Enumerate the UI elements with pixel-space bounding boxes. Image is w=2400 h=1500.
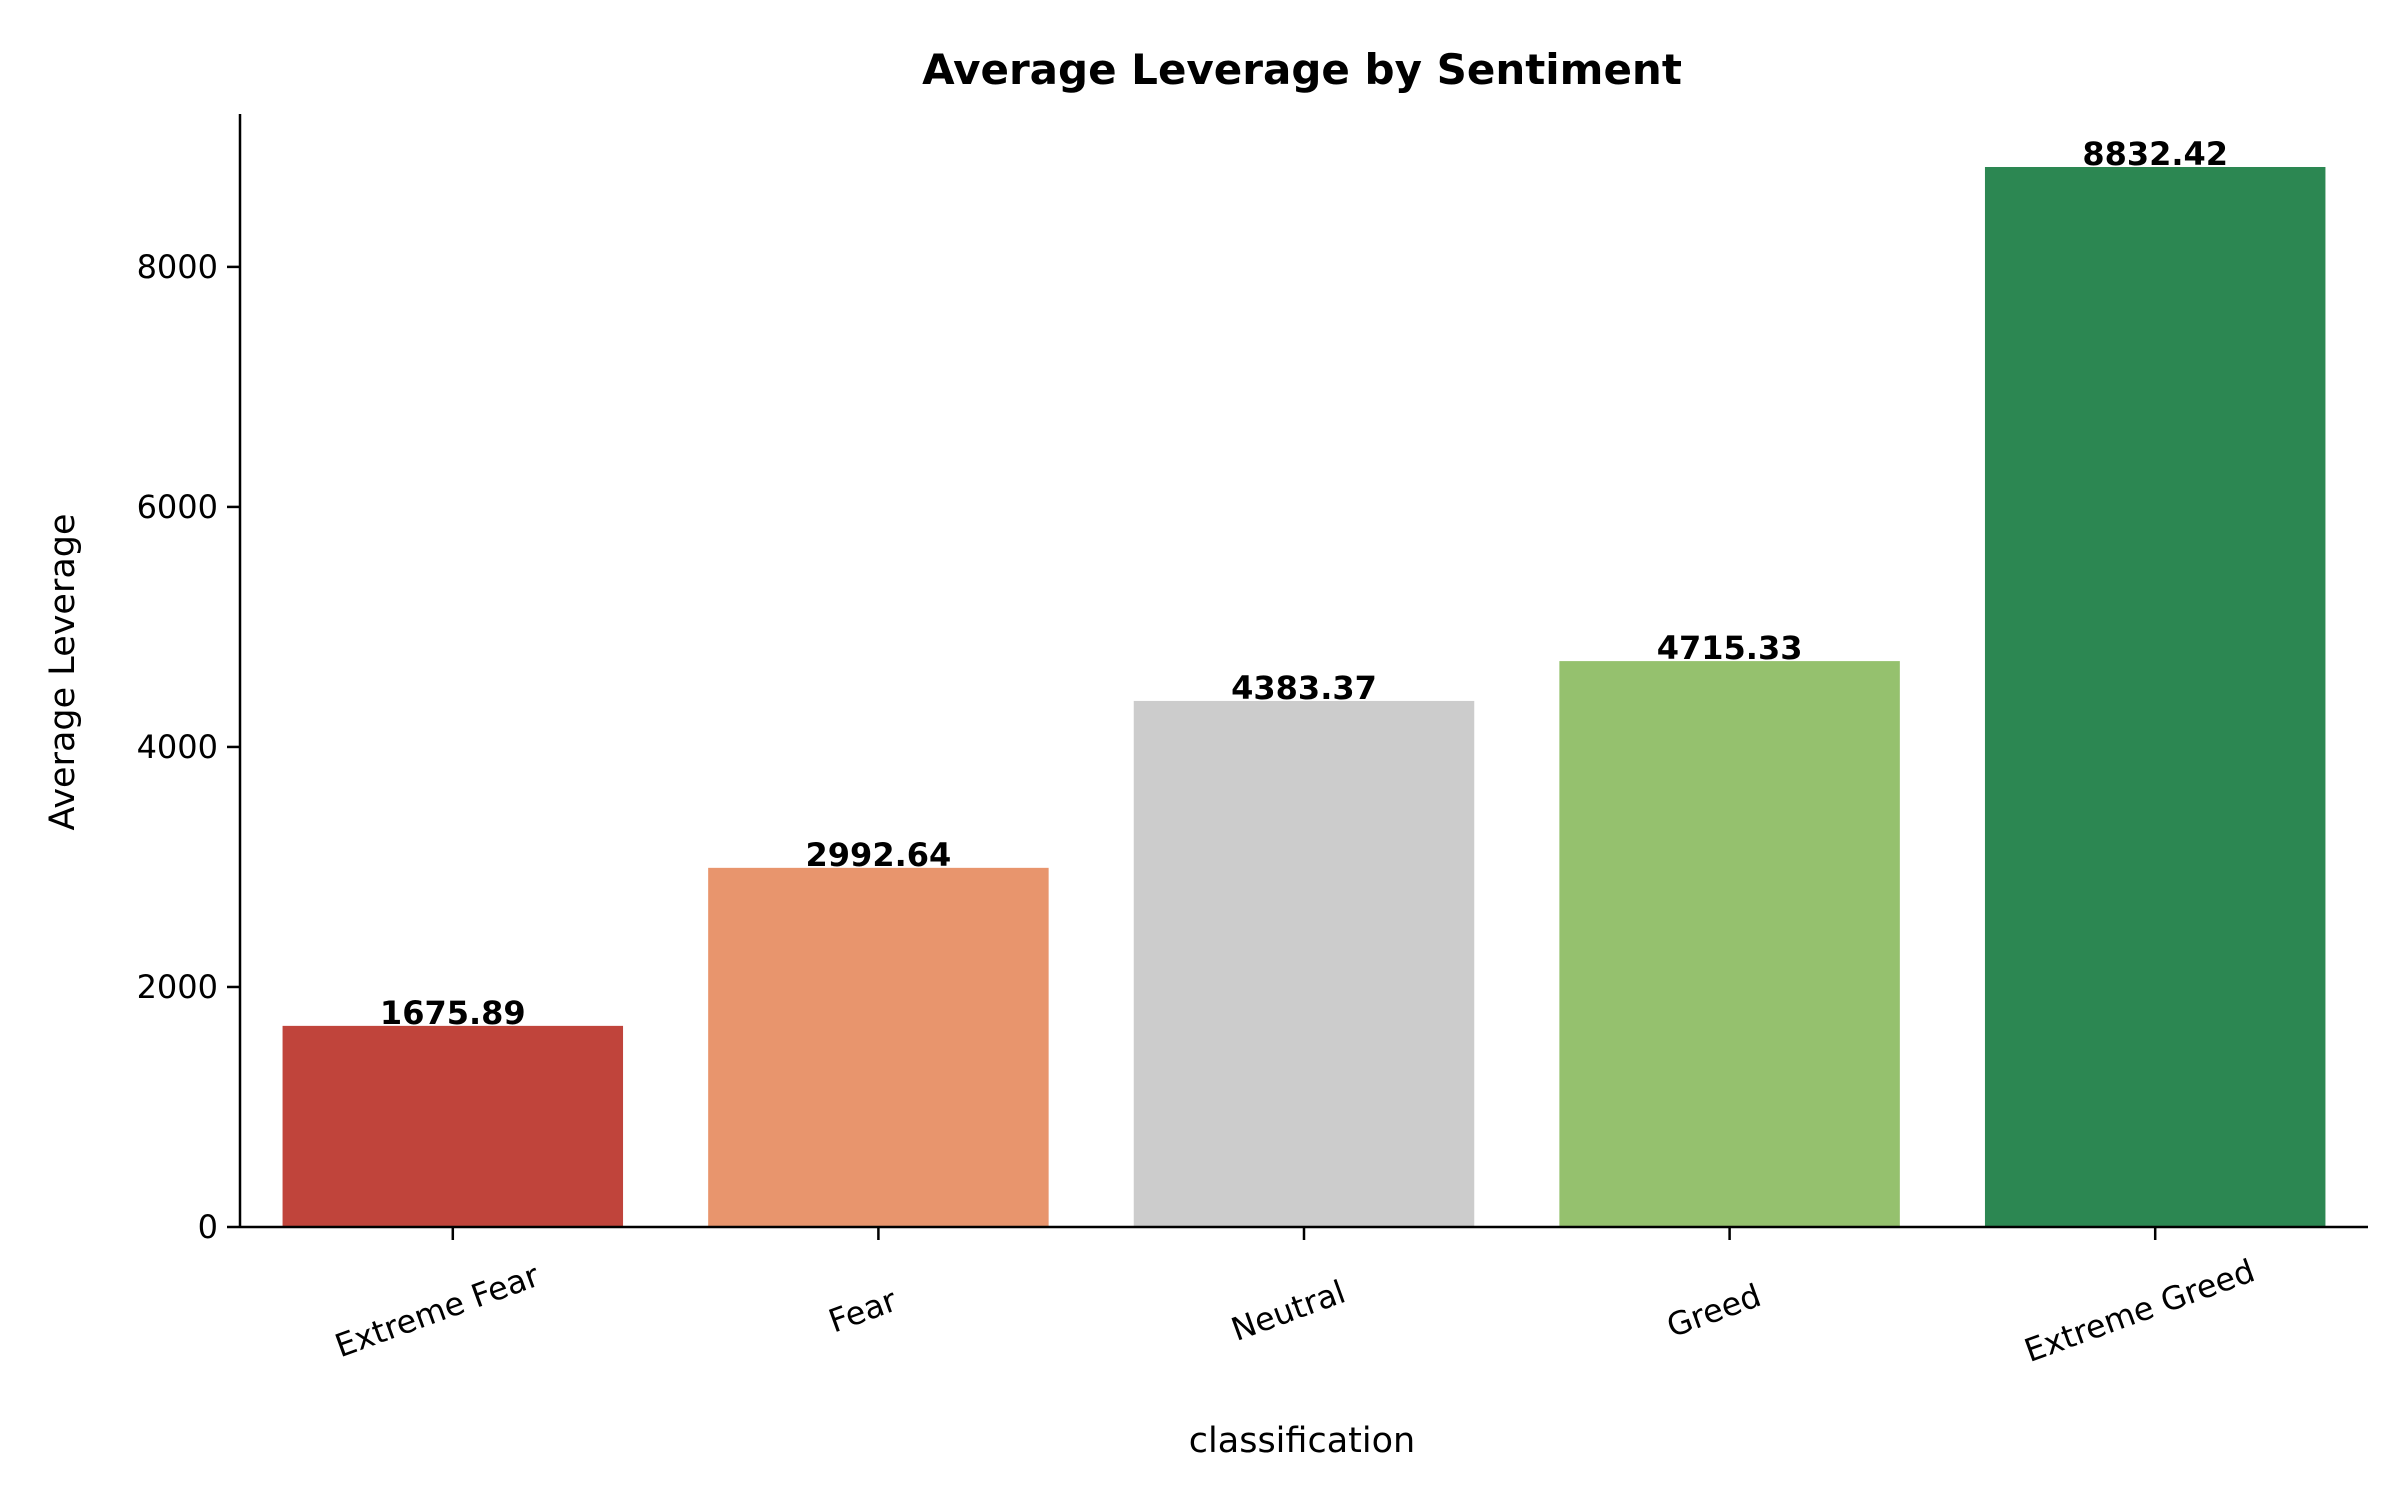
bar-fear <box>708 867 1049 1227</box>
bar-greed <box>1559 661 1900 1227</box>
x-tick-label: Greed <box>1662 1276 1766 1345</box>
x-tick-label: Neutral <box>1226 1273 1350 1349</box>
y-tick-label: 0 <box>198 1208 218 1246</box>
y-tick-label: 2000 <box>137 968 218 1006</box>
data-labels-group: 1675.89 2992.64 4383.37 4715.33 8832.42 <box>380 135 2228 1032</box>
data-label: 2992.64 <box>806 836 952 874</box>
data-label: 4383.37 <box>1231 669 1377 707</box>
y-tick-label: 8000 <box>137 248 218 286</box>
y-tick-label: 4000 <box>137 728 218 766</box>
y-axis-label: Average Leverage <box>43 513 83 830</box>
x-tick-label: Extreme Greed <box>2019 1251 2259 1369</box>
x-tick-label: Fear <box>824 1281 903 1341</box>
x-tick-label: Extreme Fear <box>330 1256 545 1365</box>
data-label: 8832.42 <box>2082 135 2228 173</box>
bar-extreme-greed <box>1984 166 2326 1227</box>
bars-group <box>282 166 2326 1227</box>
bar-extreme-fear <box>282 1025 624 1227</box>
x-axis-label: classification <box>1189 1421 1415 1461</box>
data-label: 1675.89 <box>380 994 526 1032</box>
bar-neutral <box>1133 700 1475 1227</box>
x-axis: Extreme Fear Fear Neutral Greed Extreme Gree… <box>330 1227 2260 1370</box>
y-tick-label: 6000 <box>137 488 218 526</box>
data-label: 4715.33 <box>1657 629 1803 667</box>
chart-title: Average Leverage by Sentiment <box>922 45 1682 94</box>
y-axis: 0 2000 4000 6000 8000 <box>137 248 240 1246</box>
